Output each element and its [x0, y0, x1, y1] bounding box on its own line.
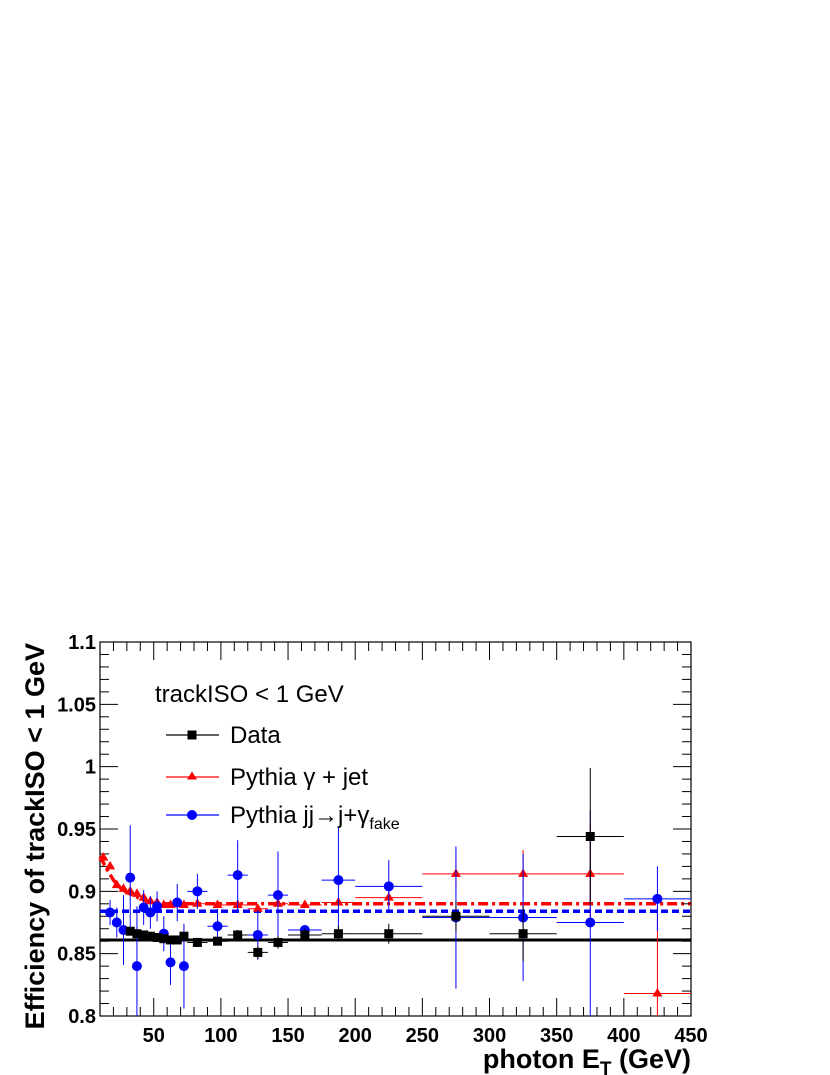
data-point — [252, 929, 263, 940]
annotation-text: trackISO < 1 GeV — [155, 681, 344, 708]
y-tick-label: 0.95 — [57, 819, 96, 841]
data-point — [98, 852, 109, 861]
data-point — [518, 929, 528, 939]
series-triangle — [98, 824, 691, 1016]
data-point — [145, 907, 156, 918]
data-point — [212, 921, 223, 932]
data-point — [172, 935, 182, 945]
data-point — [652, 893, 663, 904]
data-point — [178, 899, 189, 909]
data-point — [178, 961, 189, 972]
data-point — [172, 897, 183, 908]
data-point — [384, 929, 394, 939]
data-point — [166, 935, 176, 945]
x-tick-label: 50 — [143, 1025, 165, 1047]
legend: Data Pythia γ + jet Pythia jj→j+γfake — [166, 722, 400, 833]
data-point — [125, 926, 135, 936]
data-point — [451, 911, 461, 921]
data-point — [118, 883, 129, 892]
y-tick-label: 0.85 — [57, 944, 96, 966]
data-point — [131, 888, 142, 897]
data-point — [125, 872, 136, 883]
data-point — [152, 901, 163, 912]
x-tick-label: 450 — [674, 1025, 707, 1047]
legend-gammajet-marker — [187, 771, 197, 780]
data-point — [111, 917, 122, 928]
data-point — [273, 937, 283, 947]
data-point — [152, 932, 162, 942]
legend-fake-label-main: Pythia jj→j+γ — [230, 802, 369, 829]
data-point — [132, 929, 142, 939]
data-point — [299, 899, 310, 909]
data-point — [253, 947, 263, 957]
y-tick-label: 1.05 — [57, 694, 96, 716]
data-point — [145, 931, 155, 941]
x-axis-title: photon ET (GeV) — [483, 1044, 691, 1075]
x-tick-label: 150 — [271, 1025, 304, 1047]
tick-labels: 50 100 150 200 250 300 350 400 450 0.8 0.85 0.9 0.95… — [57, 632, 708, 1047]
y-tick-label: 0.9 — [68, 881, 96, 903]
x-tick-label: 350 — [540, 1025, 573, 1047]
data-point — [585, 831, 595, 841]
data-point — [192, 937, 202, 947]
legend-data-label: Data — [230, 722, 281, 749]
axis-ticks — [99, 641, 692, 1017]
data-point — [383, 881, 394, 892]
fit-lines — [98, 855, 691, 942]
data-point — [333, 875, 344, 886]
data-point — [165, 957, 176, 968]
x-tick-label: 400 — [607, 1025, 640, 1047]
data-point — [159, 934, 169, 944]
y-tick-label: 1 — [85, 757, 96, 779]
data-point — [333, 929, 343, 939]
x-tick-label: 300 — [473, 1025, 506, 1047]
data-point — [252, 903, 263, 912]
series-square — [125, 767, 624, 962]
x-axis-title-unit: (GeV) — [611, 1044, 691, 1074]
data-point — [272, 890, 283, 901]
data-point — [233, 930, 243, 940]
x-tick-label: 250 — [406, 1025, 439, 1047]
x-tick-label: 200 — [339, 1025, 372, 1047]
y-axis-title: Efficiency of trackISO < 1 GeV — [20, 643, 50, 1029]
data-point — [585, 917, 596, 928]
data-point — [213, 936, 223, 946]
x-axis-title-main: photon E — [483, 1044, 600, 1074]
data-point — [139, 930, 149, 940]
legend-fake-marker — [187, 810, 197, 820]
data-point — [105, 907, 116, 918]
x-tick-label: 100 — [204, 1025, 237, 1047]
data-point — [192, 886, 203, 897]
legend-gammajet-label: Pythia γ + jet — [230, 764, 368, 791]
y-tick-label: 0.8 — [68, 1006, 96, 1028]
series-circle — [105, 810, 691, 1016]
legend-fake-label-subscript: fake — [369, 816, 399, 833]
legend-fake-label: Pythia jj→j+γfake — [230, 802, 400, 833]
data-point — [300, 930, 310, 940]
data-point — [179, 931, 189, 941]
legend-data-marker — [187, 730, 197, 740]
y-tick-label: 1.1 — [68, 632, 96, 654]
x-axis-title-subscript: T — [600, 1059, 612, 1075]
data-point — [212, 899, 223, 909]
data-point — [232, 870, 243, 881]
data-point — [111, 879, 122, 889]
data-series — [98, 767, 691, 1016]
data-point — [131, 961, 142, 972]
data-point — [652, 988, 663, 997]
fit-line — [98, 855, 691, 906]
data-point — [105, 860, 116, 870]
